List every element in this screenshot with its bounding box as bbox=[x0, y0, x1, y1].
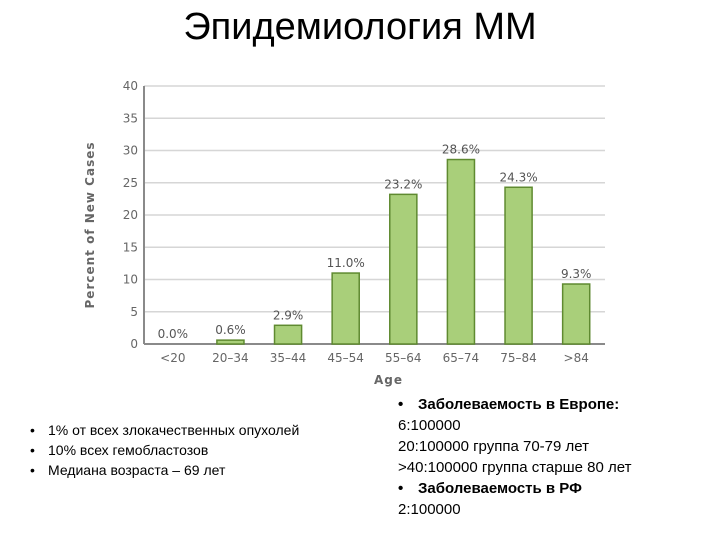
bar bbox=[273, 324, 303, 345]
x-tick-label: 45–54 bbox=[327, 351, 364, 365]
bar bbox=[216, 339, 245, 345]
data-label: 2.9% bbox=[273, 308, 304, 322]
y-tick-label: 20 bbox=[123, 208, 138, 222]
bar bbox=[331, 272, 360, 345]
data-label: 24.3% bbox=[500, 170, 538, 184]
y-tick-label: 5 bbox=[130, 305, 138, 319]
europe-incidence-70-79: 20:100000 группа 70-79 лет bbox=[398, 438, 589, 455]
x-tick-label: <20 bbox=[160, 351, 185, 365]
data-label: 0.6% bbox=[215, 323, 246, 337]
data-label: 11.0% bbox=[327, 256, 365, 270]
slide-title: Эпидемиология ММ bbox=[183, 6, 537, 48]
data-label: 28.6% bbox=[442, 143, 480, 157]
bar bbox=[504, 186, 533, 345]
x-axis-title: Age bbox=[374, 373, 403, 387]
x-tick-label: 65–74 bbox=[443, 351, 480, 365]
age-distribution-chart: 0 5 10 15 20 25 30 35 40 0.0% <20 0.6% 20–34 2.9% 35–4… bbox=[83, 79, 605, 387]
y-tick-label: 15 bbox=[123, 240, 138, 254]
data-label: 23.2% bbox=[384, 177, 422, 191]
data-label: 9.3% bbox=[561, 267, 592, 281]
y-tick-label: 25 bbox=[123, 176, 138, 190]
x-tick-label: 20–34 bbox=[212, 351, 249, 365]
europe-incidence-over-80: >40:100000 группа старше 80 лет bbox=[398, 459, 632, 476]
bar bbox=[446, 158, 476, 345]
incidence-text-block: Заболеваемость в Европе: 6:100000 20:100… bbox=[398, 394, 708, 520]
europe-incidence-value: 6:100000 bbox=[398, 417, 461, 434]
bar bbox=[389, 193, 418, 345]
x-tick-label: 35–44 bbox=[270, 351, 307, 365]
x-tick-label: >84 bbox=[564, 351, 589, 365]
left-bullet-item: Медиана возраста – 69 лет bbox=[26, 460, 366, 480]
europe-incidence-heading: Заболеваемость в Европе: bbox=[398, 394, 708, 415]
left-bullet-item: 10% всех гемобластозов bbox=[26, 440, 366, 460]
left-bullet-list: 1% от всех злокачественных опухолей 10% … bbox=[26, 420, 366, 480]
x-tick-label: 75–84 bbox=[500, 351, 537, 365]
y-tick-label: 10 bbox=[123, 273, 138, 287]
y-tick-label: 30 bbox=[123, 144, 138, 158]
data-label: 0.0% bbox=[158, 327, 189, 341]
y-axis-title: Percent of New Cases bbox=[83, 142, 97, 309]
y-tick-label: 40 bbox=[123, 79, 138, 93]
russia-incidence-heading: Заболеваемость в РФ bbox=[398, 478, 708, 499]
y-tick-label: 0 bbox=[130, 337, 138, 351]
left-bullet-item: 1% от всех злокачественных опухолей bbox=[26, 420, 366, 440]
y-tick-label: 35 bbox=[123, 111, 138, 125]
russia-incidence-value: 2:100000 bbox=[398, 501, 461, 518]
bar bbox=[561, 283, 591, 345]
x-tick-label: 55–64 bbox=[385, 351, 422, 365]
